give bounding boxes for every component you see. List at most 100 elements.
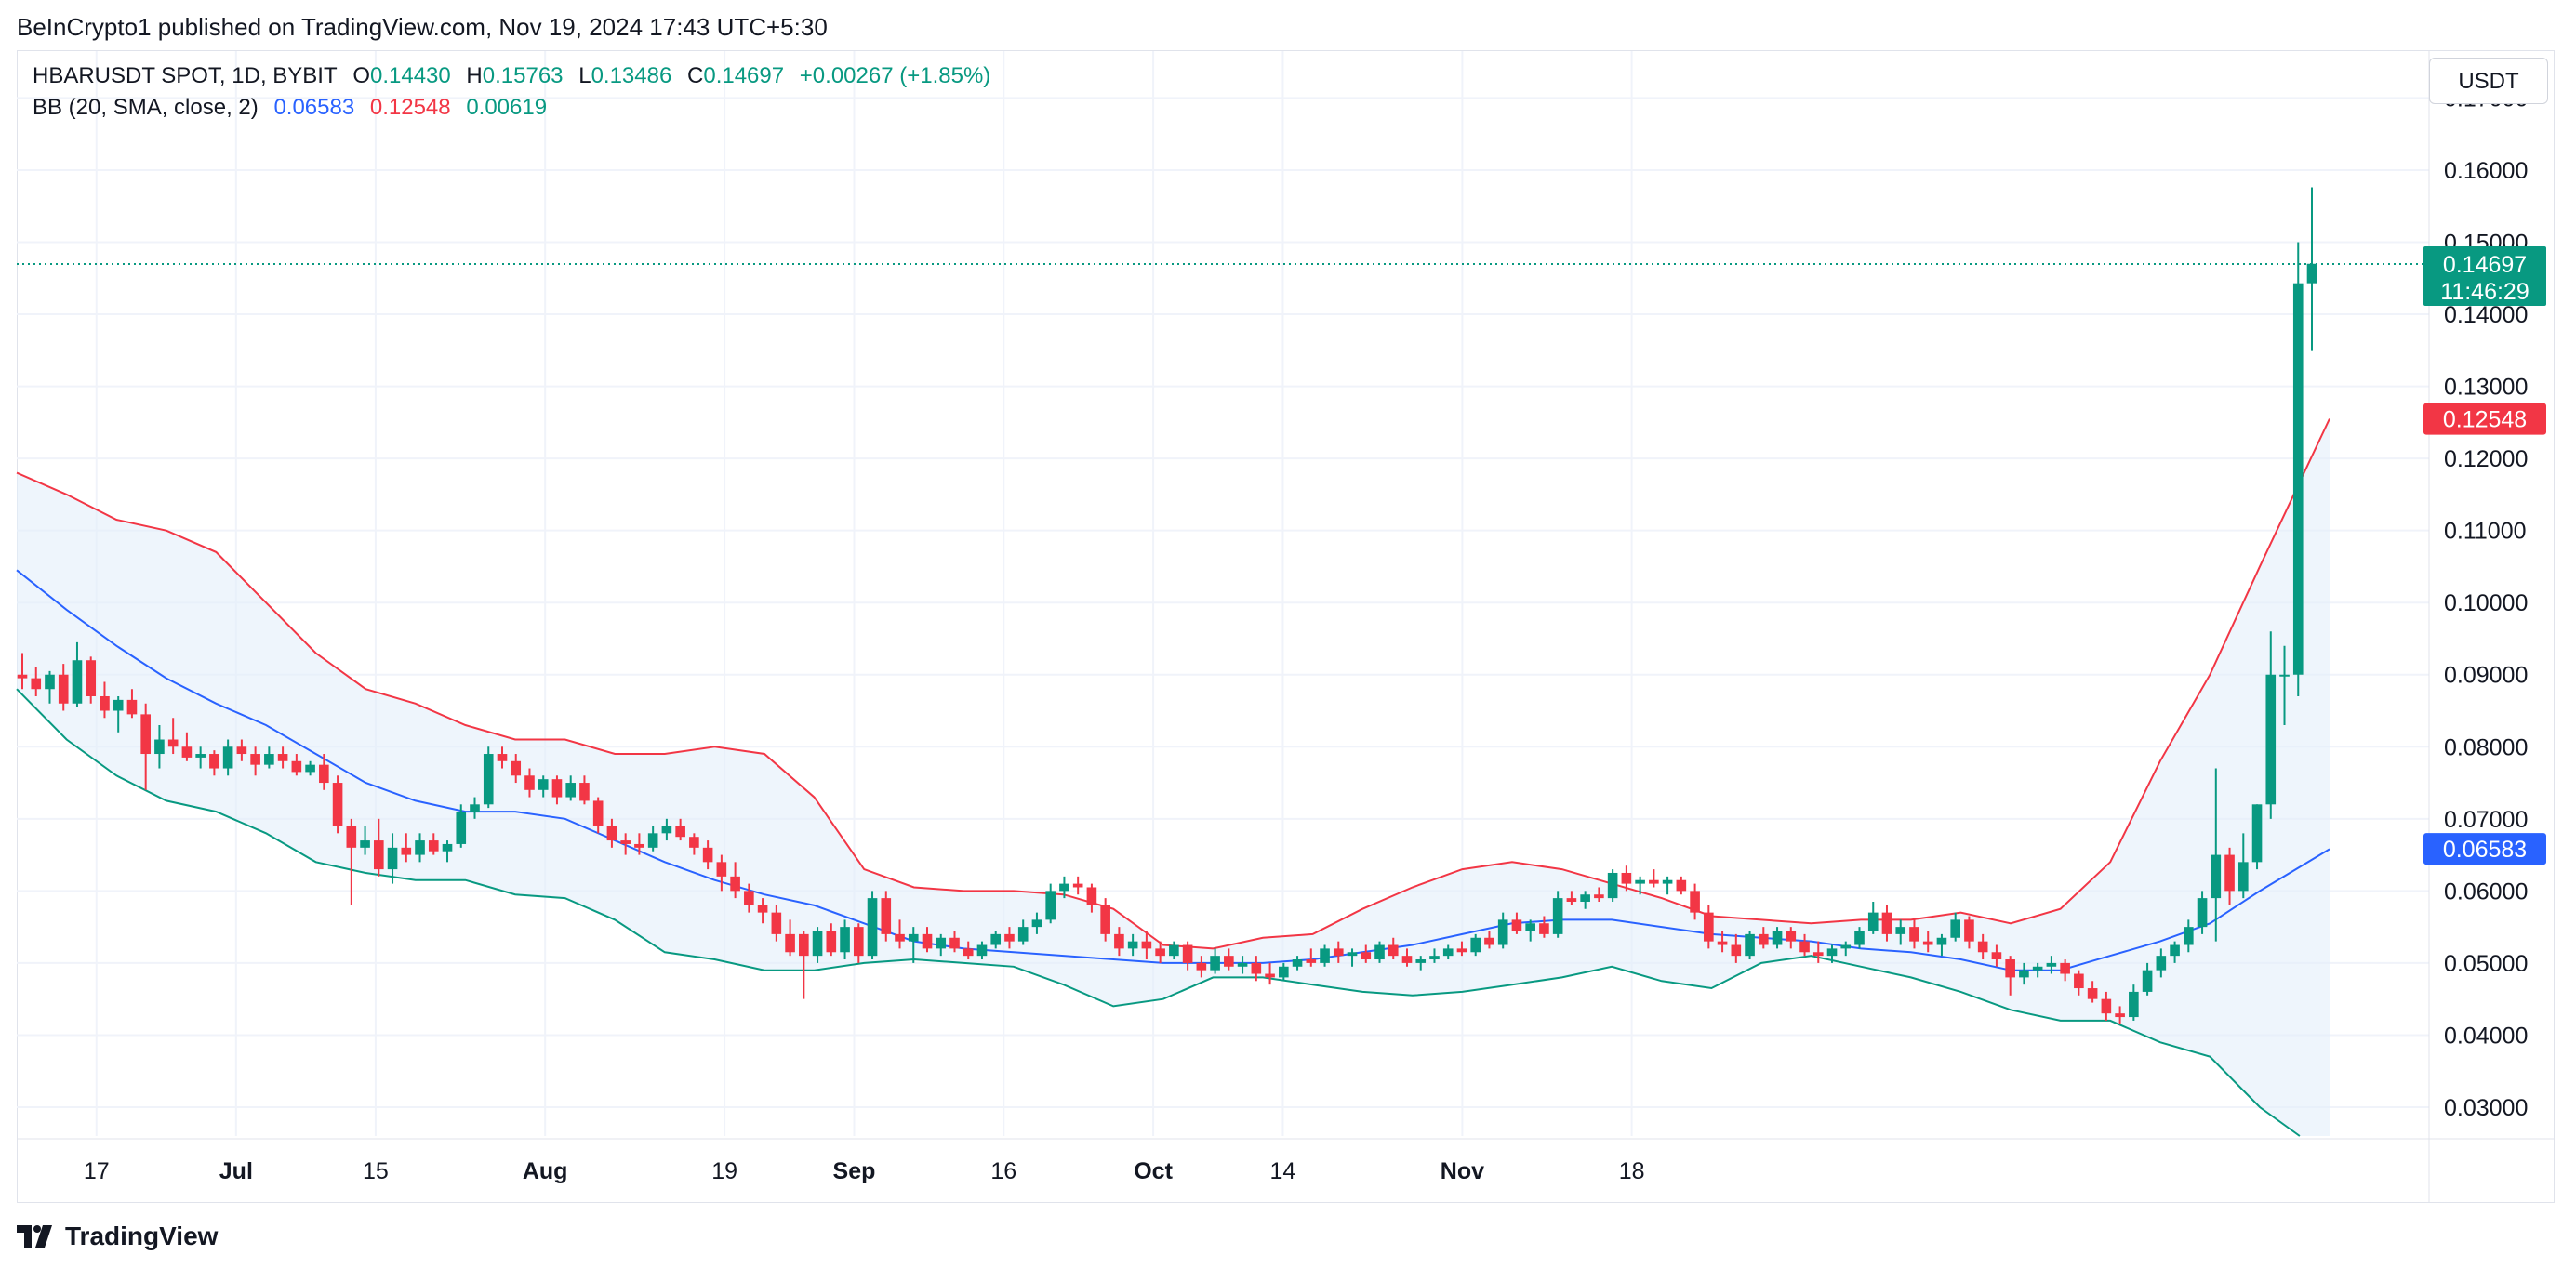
- grid-lines: [17, 51, 2429, 1136]
- candle-body: [1333, 948, 1344, 957]
- price-tick-label: 0.03000: [2444, 1095, 2528, 1121]
- date-tick-label: 18: [1619, 1158, 1645, 1184]
- candle-body: [1552, 898, 1563, 934]
- candle-body: [415, 840, 425, 855]
- date-tick-label: Aug: [523, 1158, 568, 1184]
- candle-body: [209, 754, 219, 769]
- price-tick-label: 0.07000: [2444, 807, 2528, 833]
- candle-body: [2237, 862, 2249, 892]
- candle-body: [2046, 962, 2057, 967]
- candle-body: [2251, 804, 2263, 863]
- candle-body: [319, 764, 329, 784]
- candle-body: [1086, 887, 1097, 905]
- candle-body: [1484, 937, 1494, 945]
- candle-body: [277, 754, 288, 761]
- date-tick-label: Jul: [219, 1158, 253, 1184]
- legend-symbol[interactable]: HBARUSDT SPOT, 1D, BYBIT: [33, 63, 338, 88]
- candle-body: [1909, 927, 1919, 942]
- candle-body: [1155, 948, 1165, 957]
- candle-body: [1072, 883, 1083, 888]
- candle-body: [126, 699, 138, 715]
- date-tick-label: 17: [84, 1158, 110, 1184]
- candle-body: [785, 933, 795, 953]
- candle-body: [195, 754, 206, 758]
- candle-body: [1867, 912, 1879, 931]
- candle-body: [167, 739, 179, 747]
- candle-body: [2156, 956, 2167, 971]
- candle-body: [881, 898, 892, 934]
- date-tick-label: Sep: [833, 1158, 876, 1184]
- candle-body: [1758, 933, 1769, 945]
- candle-body: [511, 760, 522, 776]
- candle-body: [771, 912, 782, 934]
- bb-lower-line: [16, 688, 2301, 1137]
- candle-body: [1059, 883, 1069, 892]
- candle-body: [1580, 894, 1590, 902]
- price-tick-label: 0.04000: [2444, 1023, 2528, 1049]
- candle-body: [675, 826, 685, 838]
- candle-body: [1429, 956, 1440, 960]
- candle-body: [305, 764, 315, 773]
- candle-body: [1017, 927, 1029, 942]
- candle-body: [1361, 952, 1372, 960]
- candle-body: [31, 678, 42, 690]
- candle-body: [1279, 966, 1289, 978]
- price-tick-label: 0.08000: [2444, 734, 2528, 760]
- candle-body: [1539, 923, 1549, 934]
- candle-body: [853, 927, 864, 957]
- candle-body: [1525, 923, 1535, 931]
- candle-body: [1442, 948, 1454, 957]
- candle-body: [1922, 941, 1933, 945]
- candle-body: [2224, 854, 2235, 892]
- candle-body: [1388, 944, 1399, 957]
- candle-body: [1826, 948, 1838, 957]
- candle-body: [2211, 854, 2222, 899]
- legend-high: H0.15763: [466, 63, 564, 88]
- candle-body: [840, 927, 850, 953]
- candle-body: [2170, 944, 2180, 957]
- price-tick-label: 0.16000: [2444, 158, 2528, 184]
- candle-body: [799, 933, 809, 957]
- legend-bb-upper: 0.12548: [369, 95, 451, 120]
- legend-bb-lower: 0.00619: [466, 95, 548, 120]
- candle-body: [1991, 952, 2002, 960]
- candle-body: [1210, 956, 1220, 971]
- candle-body: [236, 746, 247, 755]
- date-tick-label: 15: [363, 1158, 389, 1184]
- legend-open: O0.14430: [352, 63, 451, 88]
- candle-body: [401, 847, 412, 855]
- candle-body: [949, 937, 960, 949]
- candle-body: [1251, 962, 1262, 974]
- legend-bb-label[interactable]: BB (20, SMA, close, 2): [33, 95, 259, 120]
- candle-body: [565, 783, 577, 798]
- candle-body: [1950, 919, 1961, 938]
- candle-body: [1662, 879, 1673, 884]
- candle-body: [470, 804, 480, 812]
- candle-body: [483, 754, 494, 805]
- candle-body: [2087, 988, 2098, 999]
- candle-body: [1224, 956, 1234, 967]
- candle-body: [1676, 879, 1687, 892]
- price-badge: [2423, 245, 2546, 306]
- candle-body: [387, 847, 398, 870]
- candle-body: [661, 826, 672, 834]
- bb-band-fill: [17, 418, 2330, 1136]
- candle-body: [140, 714, 151, 755]
- candle-body: [1196, 962, 1207, 971]
- candle-body: [360, 840, 370, 848]
- candle-body: [730, 876, 740, 892]
- candle-body: [1292, 959, 1303, 967]
- candle-body: [1401, 956, 1413, 963]
- candle-body: [922, 933, 933, 949]
- candle-body: [2197, 898, 2208, 928]
- tradingview-logo[interactable]: TradingView: [17, 1218, 218, 1255]
- candle-body: [1854, 931, 1865, 945]
- candle-body: [291, 760, 302, 773]
- candle-body: [2184, 927, 2194, 945]
- currency-button[interactable]: USDT: [2429, 58, 2548, 104]
- candle-body: [976, 944, 988, 957]
- candle-body: [606, 826, 617, 841]
- legend-ohlc-row: HBARUSDT SPOT, 1D, BYBIT O0.14430 H0.157…: [33, 63, 1000, 89]
- candle-body: [936, 937, 947, 949]
